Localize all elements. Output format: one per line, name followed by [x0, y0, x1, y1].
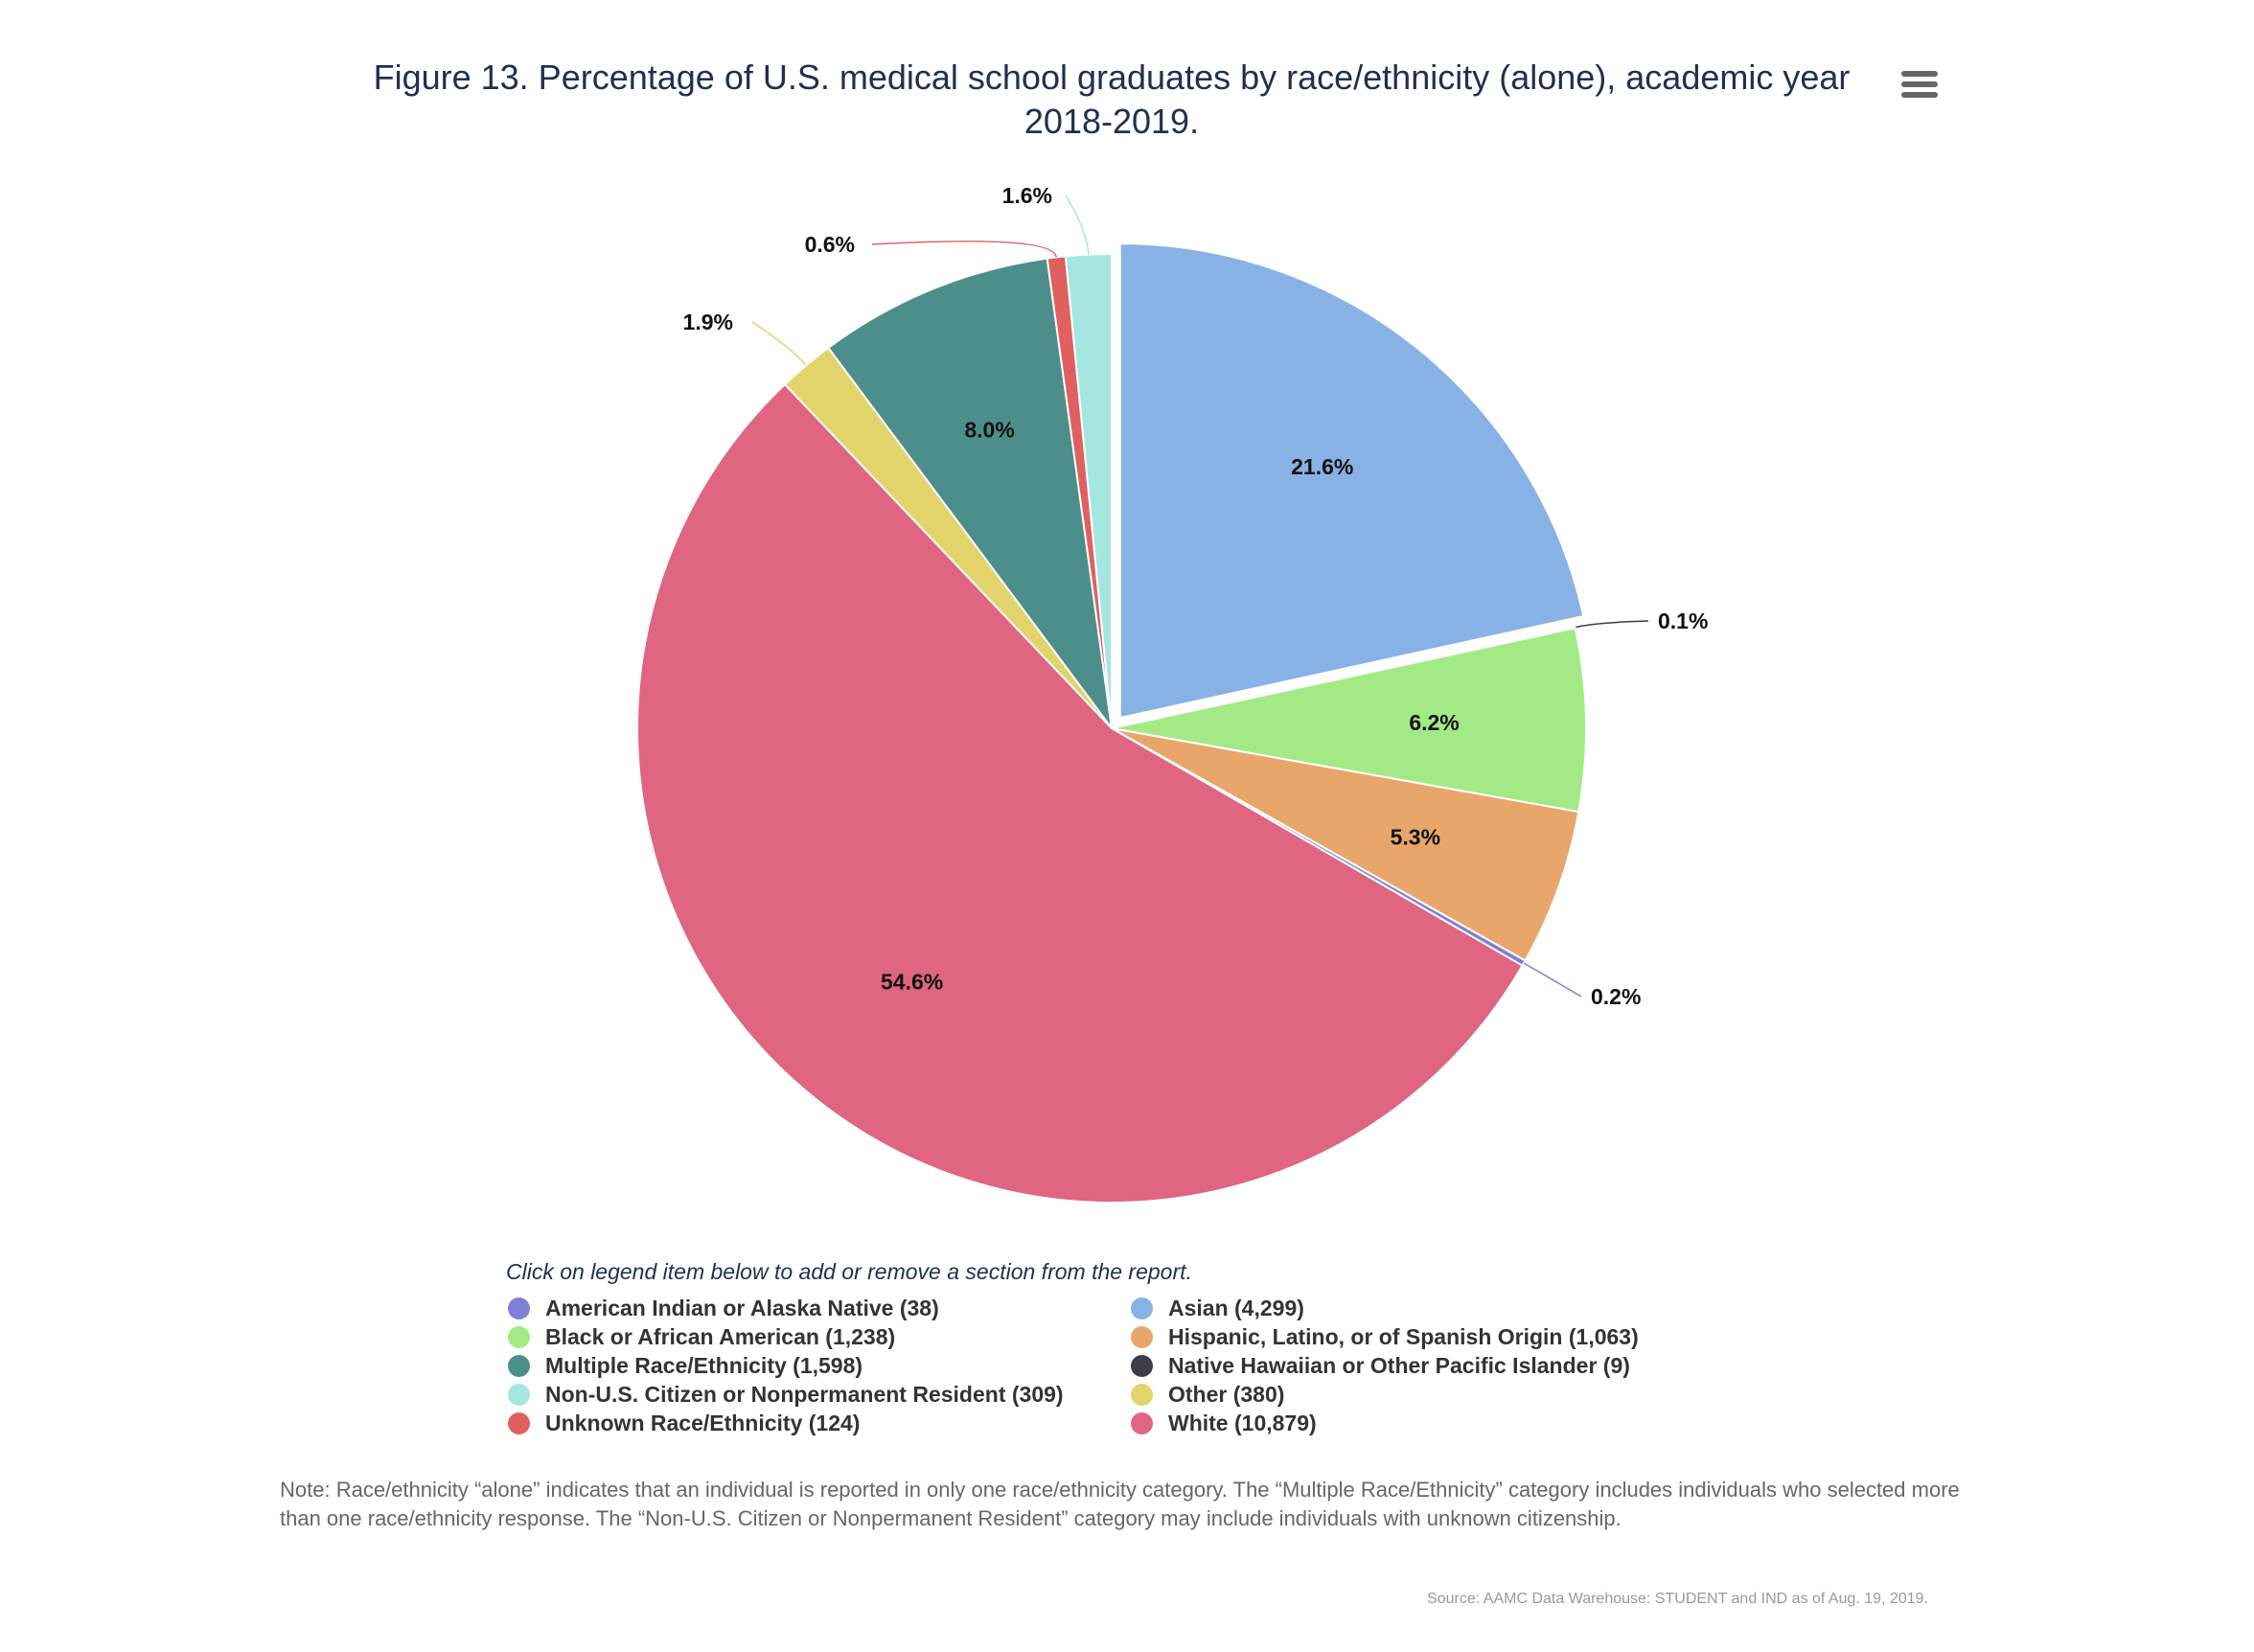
pie-slice-hispanic-latino-or-of-spanish-origin[interactable]: [1111, 727, 1580, 962]
data-label-multiple-race-ethnicity: 8.0%: [964, 417, 1014, 442]
legend-label: Unknown Race/Ethnicity (124): [545, 1410, 861, 1435]
legend-label: Multiple Race/Ethnicity (1,598): [545, 1352, 863, 1378]
data-label-white: 54.6%: [881, 969, 943, 994]
data-label-asian: 21.6%: [1291, 454, 1353, 479]
legend-label: White (10,879): [1168, 1410, 1317, 1435]
data-label-hispanic-latino-or-of-spanish-origin: 5.3%: [1391, 825, 1440, 850]
legend-item-asian[interactable]: Asian (4,299): [1131, 1294, 1304, 1322]
legend-marker: [1131, 1383, 1153, 1406]
legend-label: Asian (4,299): [1168, 1295, 1304, 1320]
pie-chart: 21.6% 0.1% 6.2% 5.3% 0.2% 54.6% 1.9% 8.0% 0.6% 1.…: [636, 183, 1708, 1204]
data-label-black-or-african-american: 6.2%: [1409, 710, 1459, 735]
legend-label: Other (380): [1168, 1381, 1285, 1407]
data-label-american-indian-or-alaska-native: 0.2%: [1591, 984, 1641, 1009]
legend-marker: [508, 1383, 530, 1406]
pie-slice-asian[interactable]: [1118, 242, 1585, 720]
connector-other: [751, 321, 807, 366]
menu-bar: [1901, 71, 1938, 77]
legend-marker: [1131, 1325, 1153, 1348]
pie-slice-multiple-race-ethnicity[interactable]: [826, 257, 1113, 729]
data-label-native-hawaiian-or-other-pacific-islander: 0.1%: [1658, 608, 1708, 633]
legend-item-native-hawaiian-or-other-pacific-islander[interactable]: Native Hawaiian or Other Pacific Islande…: [1131, 1351, 1630, 1380]
legend-marker: [1131, 1354, 1153, 1377]
pie-slice-white[interactable]: [636, 382, 1524, 1204]
legend-item-black-or-african-american[interactable]: Black or African American (1,238): [508, 1322, 895, 1351]
connector-non-u-s-citizen-or-nonpermanent-resident: [1065, 195, 1090, 255]
legend-label: Hispanic, Latino, or of Spanish Origin (…: [1168, 1323, 1639, 1349]
legend-marker: [1131, 1411, 1153, 1434]
connector-american-indian-or-alaska-native: [1523, 962, 1582, 998]
menu-bar: [1901, 81, 1938, 87]
legend-item-american-indian-or-alaska-native[interactable]: American Indian or Alaska Native (38): [508, 1294, 939, 1322]
legend-label: Black or African American (1,238): [545, 1323, 896, 1349]
legend-item-other[interactable]: Other (380): [1131, 1380, 1284, 1409]
legend-item-white[interactable]: White (10,879): [1131, 1409, 1317, 1437]
legend-instruction: Click on legend item below to add or rem…: [506, 1259, 1192, 1284]
legend-label: Non-U.S. Citizen or Nonpermanent Residen…: [545, 1381, 1064, 1407]
connector-unknown-race-ethnicity: [871, 241, 1058, 258]
data-label-unknown-race-ethnicity: 0.6%: [805, 232, 855, 257]
source-note: Source: AAMC Data Warehouse: STUDENT and…: [1427, 1591, 1928, 1607]
legend-label: Native Hawaiian or Other Pacific Islande…: [1168, 1352, 1630, 1378]
hamburger-menu-icon[interactable]: [1901, 71, 1938, 100]
chart-title: Figure 13. Percentage of U.S. medical sc…: [373, 57, 1851, 141]
menu-bar: [1901, 92, 1938, 98]
legend-marker: [508, 1411, 530, 1434]
pie-slice-black-or-african-american[interactable]: [1111, 627, 1587, 814]
legend-label: American Indian or Alaska Native (38): [545, 1295, 939, 1320]
legend-item-unknown-race-ethnicity[interactable]: Unknown Race/Ethnicity (124): [508, 1409, 860, 1437]
legend-marker: [508, 1354, 530, 1377]
legend-marker: [1131, 1296, 1153, 1319]
legend-marker: [508, 1325, 530, 1348]
legend-item-multiple-race-ethnicity[interactable]: Multiple Race/Ethnicity (1,598): [508, 1351, 862, 1380]
legend-marker: [508, 1296, 530, 1319]
legend-item-non-u-s-citizen-or-nonpermanent-resident[interactable]: Non-U.S. Citizen or Nonpermanent Residen…: [508, 1380, 1064, 1409]
data-label-other: 1.9%: [683, 310, 733, 334]
footnote: Note: Race/ethnicity “alone” indicates t…: [280, 1478, 1960, 1530]
legend-item-hispanic-latino-or-of-spanish-origin[interactable]: Hispanic, Latino, or of Spanish Origin (…: [1131, 1322, 1639, 1351]
data-label-non-u-s-citizen-or-nonpermanent-resident: 1.6%: [1002, 183, 1052, 208]
connector-native-hawaiian-or-other-pacific-islander: [1575, 620, 1649, 629]
